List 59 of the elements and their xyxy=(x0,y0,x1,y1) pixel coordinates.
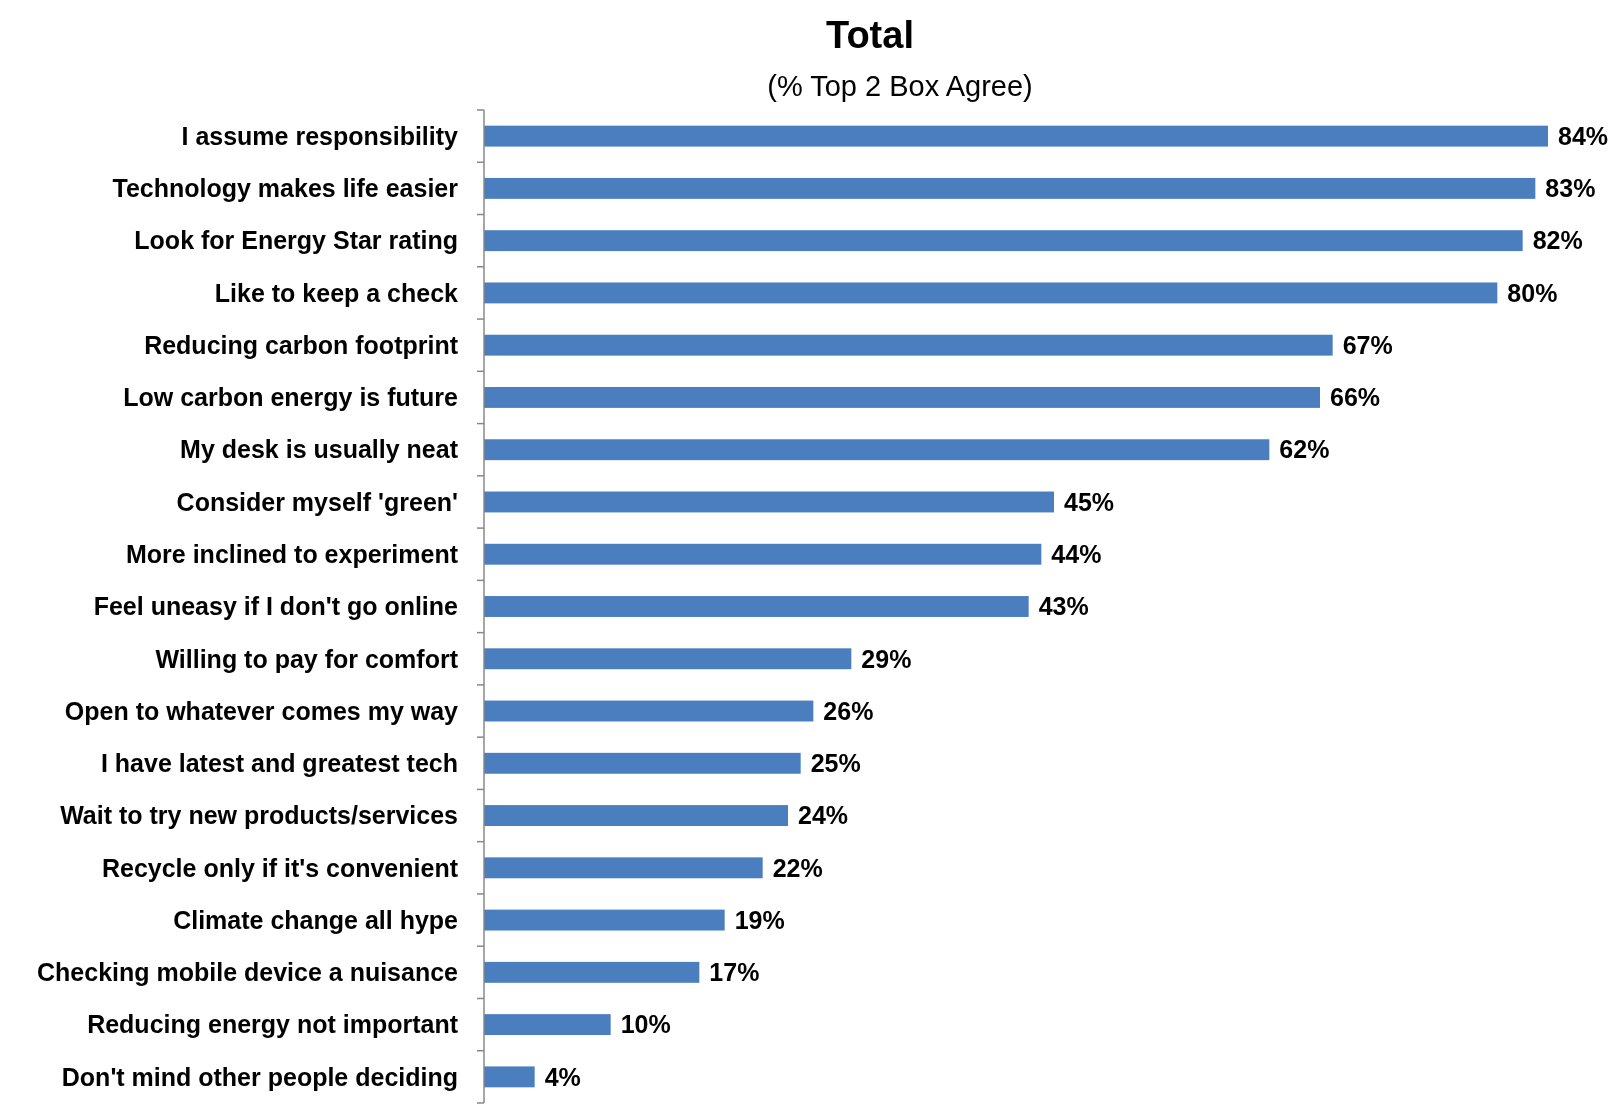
bar xyxy=(484,700,814,722)
y-tick-label: Like to keep a check xyxy=(214,278,459,307)
bar xyxy=(484,1066,535,1088)
bar xyxy=(484,387,1320,408)
data-label: 25% xyxy=(810,749,861,778)
y-tick-label: Checking mobile device a nuisance xyxy=(37,958,459,987)
bar xyxy=(484,805,788,827)
bar xyxy=(484,334,1333,356)
bar xyxy=(484,491,1054,513)
y-tick-label: Reducing carbon footprint xyxy=(144,330,459,359)
data-label: 66% xyxy=(1330,383,1381,412)
data-label: 45% xyxy=(1064,487,1115,516)
y-tick-label: Feel uneasy if I don't go online xyxy=(93,592,459,621)
y-tick-label: Willing to pay for comfort xyxy=(155,644,459,673)
bar xyxy=(484,177,1536,199)
y-tick-label: Climate change all hype xyxy=(173,905,459,934)
data-label: 19% xyxy=(734,905,785,934)
data-label: 43% xyxy=(1038,592,1089,621)
data-label: 62% xyxy=(1279,435,1330,464)
y-tick-label: Don't mind other people deciding xyxy=(61,1062,458,1091)
y-tick-label: Technology makes life easier xyxy=(112,174,459,203)
bar xyxy=(484,961,700,983)
data-label: 44% xyxy=(1051,539,1102,568)
y-tick-label: Wait to try new products/services xyxy=(60,801,458,830)
y-tick-label: I assume responsibility xyxy=(181,121,459,150)
data-label: 4% xyxy=(544,1062,581,1091)
data-label: 10% xyxy=(620,1010,671,1039)
y-tick-label: Low carbon energy is future xyxy=(123,383,459,412)
chart-title: Total xyxy=(826,14,914,56)
y-tick-label: More inclined to experiment xyxy=(125,539,459,568)
bar xyxy=(484,1014,611,1036)
data-label: 29% xyxy=(861,644,912,673)
chart-subtitle: (% Top 2 Box Agree) xyxy=(767,70,1033,102)
data-label: 80% xyxy=(1507,278,1558,307)
data-label: 84% xyxy=(1558,121,1609,150)
bar xyxy=(484,282,1498,304)
y-tick-label: Consider myself 'green' xyxy=(176,487,458,516)
data-label: 24% xyxy=(798,801,849,830)
data-label: 83% xyxy=(1545,174,1596,203)
data-label: 26% xyxy=(823,696,874,725)
bar xyxy=(484,439,1270,461)
y-tick-label: Reducing energy not important xyxy=(87,1010,459,1039)
bar xyxy=(484,648,852,670)
bar xyxy=(484,125,1548,147)
y-tick-label: My desk is usually neat xyxy=(180,435,459,464)
y-tick-label: I have latest and greatest tech xyxy=(100,749,458,778)
bar xyxy=(484,909,725,931)
bar xyxy=(484,857,763,879)
bar xyxy=(484,596,1029,617)
data-label: 82% xyxy=(1532,226,1583,255)
data-label: 22% xyxy=(772,853,823,882)
data-label: 17% xyxy=(709,958,760,987)
y-tick-label: Recycle only if it's convenient xyxy=(101,853,459,882)
bar xyxy=(484,230,1523,252)
y-tick-label: Open to whatever comes my way xyxy=(64,696,459,725)
bar xyxy=(484,543,1042,565)
bar xyxy=(484,752,801,774)
data-label: 67% xyxy=(1342,330,1393,359)
y-tick-label: Look for Energy Star rating xyxy=(134,226,458,255)
